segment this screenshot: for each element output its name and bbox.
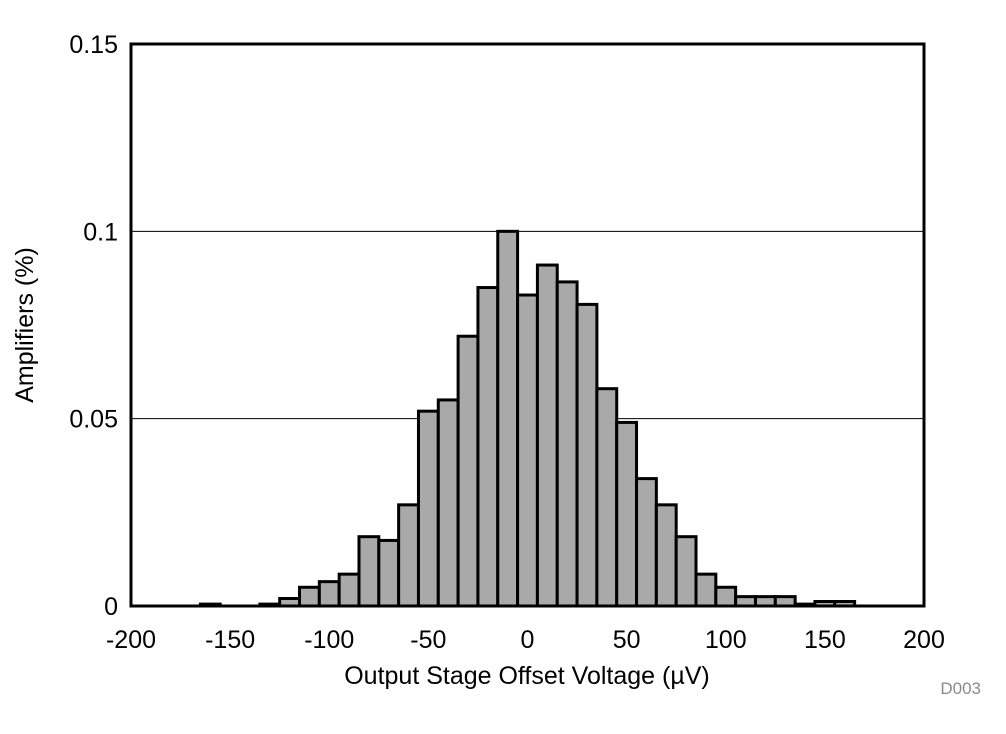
x-tick-label: 150 (804, 626, 846, 654)
histogram-bar (635, 477, 658, 608)
x-axis-title: Output Stage Offset Voltage (µV) (344, 662, 710, 690)
y-tick-label: 0.05 (69, 406, 118, 434)
histogram-bar (298, 585, 321, 608)
x-tick-label: -150 (205, 626, 255, 654)
x-tick-label: -100 (304, 626, 354, 654)
x-tick-label: 100 (705, 626, 747, 654)
figure-code: D003 (940, 679, 981, 698)
histogram-bar (397, 503, 420, 608)
histogram-bar (674, 535, 698, 608)
histogram-bar (694, 572, 718, 608)
histogram-bar (535, 263, 559, 608)
x-tick-label: 50 (613, 626, 641, 654)
histogram-bar (714, 585, 738, 608)
histogram-bar (436, 398, 460, 608)
histogram-bar (654, 503, 678, 608)
histogram-bar (615, 420, 639, 608)
histogram-bar (337, 572, 361, 608)
histogram-bar (496, 229, 520, 608)
y-tick-label: 0.1 (83, 218, 118, 246)
histogram-bars (198, 229, 857, 608)
x-tick-label: -50 (410, 626, 446, 654)
x-tick-label: -200 (106, 626, 156, 654)
histogram-bar (575, 302, 599, 608)
histogram-bar (317, 580, 341, 608)
x-tick-label: 0 (521, 626, 535, 654)
plot-area-frame (129, 42, 926, 608)
y-axis-tick-labels: 0 0.05 0.1 0.15 (69, 31, 118, 621)
histogram-bar (595, 387, 619, 608)
y-tick-label: 0 (104, 593, 118, 621)
x-axis-tick-labels: -200 -150 -100 -50 0 50 100 150 200 (106, 626, 945, 654)
histogram-bar (456, 334, 480, 608)
histogram-bar (377, 538, 401, 608)
x-tick-label: 200 (903, 626, 945, 654)
histogram-bar (555, 280, 579, 608)
histogram-bar (357, 535, 381, 608)
histogram-bar (476, 286, 500, 608)
histogram-bar (516, 293, 539, 608)
y-tick-label: 0.15 (69, 31, 118, 59)
y-axis-title: Amplifiers (%) (11, 247, 39, 403)
histogram-bar (416, 409, 440, 608)
